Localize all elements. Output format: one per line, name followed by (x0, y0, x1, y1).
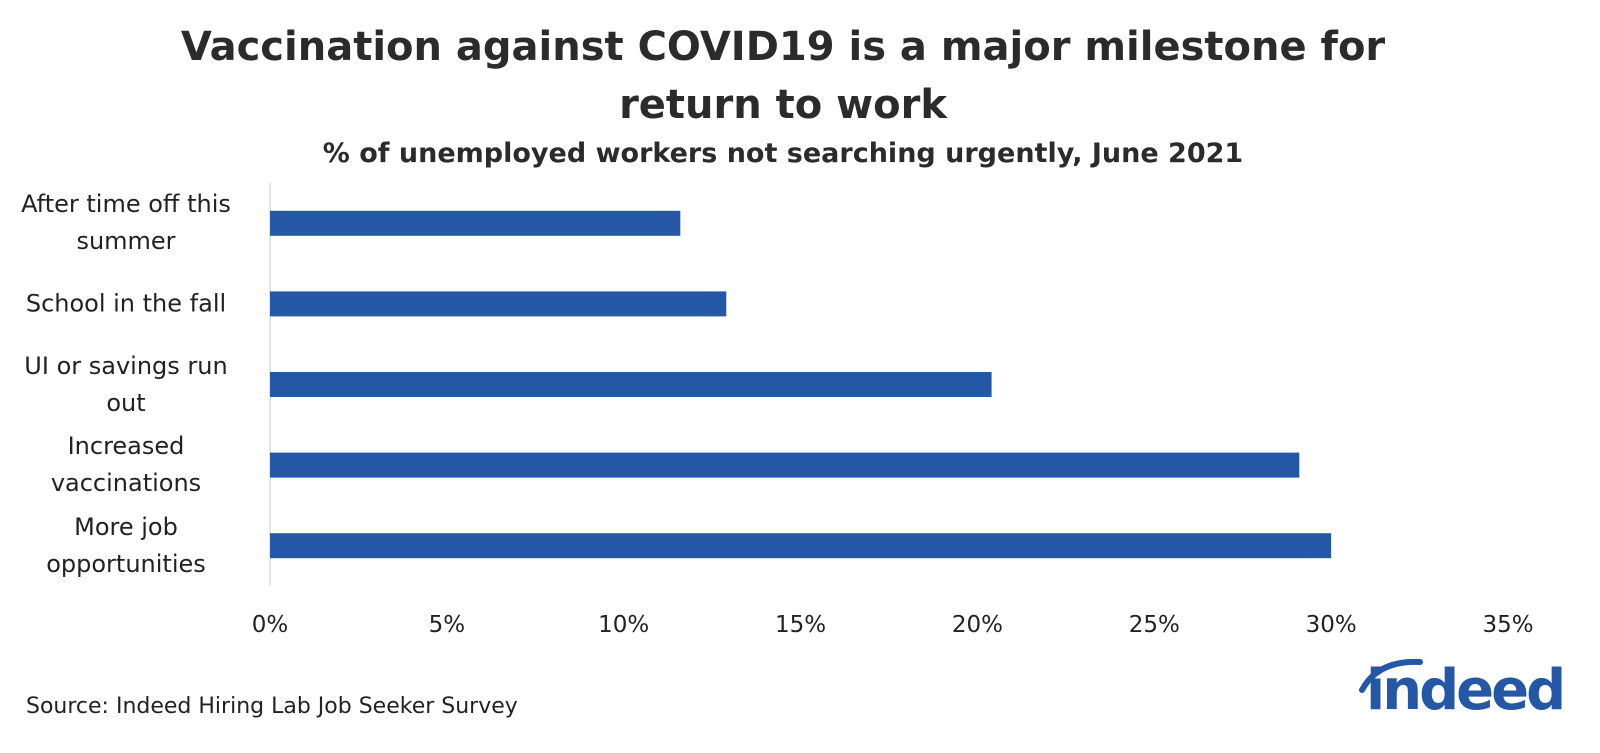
chart-title: Vaccination against COVID19 is a major m… (180, 24, 1386, 128)
x-tick-label: 10% (598, 612, 650, 638)
source: Source: Indeed Hiring Lab Job Seeker Sur… (26, 694, 518, 719)
x-tick-label: 25% (1128, 612, 1180, 638)
y-tick-label: More job opportunities (46, 512, 206, 578)
x-tick-label: 5% (428, 612, 466, 638)
bar (270, 210, 681, 236)
logo-swoosh (1359, 658, 1423, 693)
x-tick-label: 30% (1305, 612, 1357, 638)
bar (270, 291, 727, 317)
logo: indeed (1366, 658, 1566, 723)
x-tick-label: 0% (251, 612, 289, 638)
x-tick-label: 35% (1482, 612, 1534, 638)
x-tick-label: 20% (951, 612, 1003, 638)
y-tick-label: School in the fall (25, 289, 227, 318)
y-tick-label: After time off this summer (21, 190, 231, 256)
chart-subtitle: % of unemployed workers not searching ur… (322, 138, 1244, 169)
bar (270, 533, 1332, 559)
y-tick-label: UI or savings run out (24, 351, 228, 417)
bar (270, 372, 992, 397)
bar (270, 452, 1300, 478)
x-tick-label: 15% (775, 612, 827, 638)
y-tick-label: Increased vaccinations (50, 432, 202, 498)
